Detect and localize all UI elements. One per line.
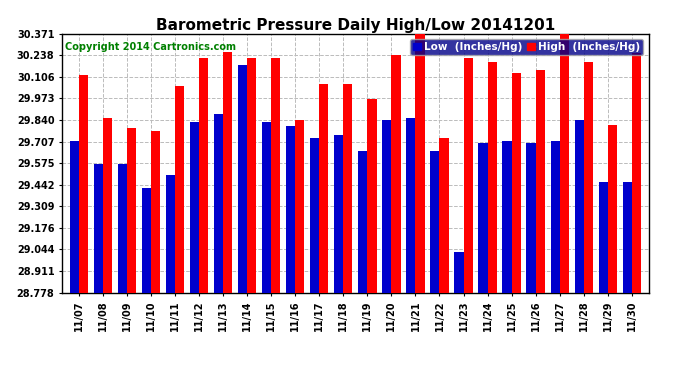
Bar — [622, 182, 632, 292]
Bar — [79, 75, 88, 292]
Bar — [190, 122, 199, 292]
Bar — [223, 52, 233, 292]
Bar — [431, 151, 440, 292]
Bar — [560, 34, 569, 292]
Bar — [608, 125, 617, 292]
Bar — [344, 84, 353, 292]
Bar — [367, 99, 377, 292]
Bar — [238, 65, 247, 292]
Bar — [271, 58, 280, 292]
Bar — [286, 126, 295, 292]
Bar — [632, 53, 641, 292]
Bar — [214, 114, 223, 292]
Bar — [103, 118, 112, 292]
Bar — [599, 182, 608, 292]
Bar — [319, 84, 328, 292]
Bar — [334, 135, 344, 292]
Bar — [511, 73, 521, 292]
Bar — [199, 58, 208, 292]
Bar — [310, 138, 319, 292]
Bar — [247, 58, 256, 292]
Bar — [464, 58, 473, 292]
Bar — [70, 141, 79, 292]
Bar — [478, 143, 488, 292]
Bar — [295, 120, 304, 292]
Bar — [118, 164, 127, 292]
Bar — [127, 128, 136, 292]
Bar — [151, 131, 160, 292]
Bar — [358, 151, 367, 292]
Bar — [175, 86, 184, 292]
Bar — [406, 118, 415, 292]
Bar — [575, 120, 584, 292]
Bar — [455, 252, 464, 292]
Bar — [391, 55, 400, 292]
Bar — [382, 120, 391, 292]
Bar — [440, 138, 449, 292]
Bar — [584, 62, 593, 292]
Bar — [526, 143, 535, 292]
Text: Copyright 2014 Cartronics.com: Copyright 2014 Cartronics.com — [65, 42, 236, 51]
Bar — [262, 122, 271, 292]
Bar — [166, 175, 175, 292]
Title: Barometric Pressure Daily High/Low 20141201: Barometric Pressure Daily High/Low 20141… — [156, 18, 555, 33]
Bar — [502, 141, 511, 292]
Bar — [142, 188, 151, 292]
Legend: Low  (Inches/Hg), High  (Inches/Hg): Low (Inches/Hg), High (Inches/Hg) — [410, 39, 643, 55]
Bar — [488, 62, 497, 292]
Bar — [551, 141, 560, 292]
Bar — [535, 70, 545, 292]
Bar — [94, 164, 103, 292]
Bar — [415, 34, 424, 292]
